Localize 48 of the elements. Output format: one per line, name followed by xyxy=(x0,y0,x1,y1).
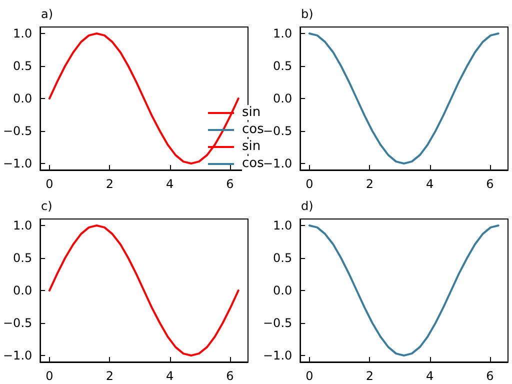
legend-label: cos xyxy=(242,122,264,137)
x-tick-label: 6 xyxy=(226,177,234,191)
y-tick-label: 0.0 xyxy=(13,284,32,298)
chart-title: d) xyxy=(301,199,314,213)
y-tick-label: −0.5 xyxy=(263,316,292,330)
x-tick-label: 0 xyxy=(46,177,54,191)
line-series xyxy=(308,32,500,164)
line-series xyxy=(48,32,240,164)
y-tick-label: 0.5 xyxy=(273,251,292,265)
x-tick-label: 4 xyxy=(166,177,174,191)
x-tick-label: 0 xyxy=(306,177,314,191)
x-tick-label: 2 xyxy=(366,177,374,191)
x-tick-label: 2 xyxy=(106,177,114,191)
x-tick-label: 4 xyxy=(166,369,174,383)
y-tick-label: 1.0 xyxy=(273,26,292,40)
y-tick-label: 0.0 xyxy=(273,92,292,106)
y-tick-label: 0.5 xyxy=(13,251,32,265)
chart-title: a) xyxy=(41,7,54,21)
x-tick-label: 0 xyxy=(306,369,314,383)
x-tick-label: 0 xyxy=(46,369,54,383)
y-tick-label: −0.5 xyxy=(3,124,32,138)
y-tick-label: −1.0 xyxy=(3,156,32,170)
y-tick-label: −1.0 xyxy=(3,348,32,362)
x-tick-label: 6 xyxy=(486,369,494,383)
text: sin xyxy=(242,139,261,154)
legend-label: sin xyxy=(242,105,261,120)
text: cos xyxy=(242,156,264,171)
y-tick-label: 1.0 xyxy=(13,218,32,232)
y-tick-label: 0.0 xyxy=(13,92,32,106)
x-tick-label: 6 xyxy=(486,177,494,191)
x-tick-label: 4 xyxy=(426,177,434,191)
chart-title: c) xyxy=(41,199,52,213)
y-tick-label: 1.0 xyxy=(13,26,32,40)
y-tick-label: 0.0 xyxy=(273,284,292,298)
y-tick-label: −1.0 xyxy=(263,348,292,362)
x-tick-label: 2 xyxy=(106,369,114,383)
line-series xyxy=(48,224,240,356)
line-series xyxy=(308,224,500,356)
x-tick-label: 2 xyxy=(366,369,374,383)
chart-title: b) xyxy=(301,7,314,21)
y-tick-label: 0.5 xyxy=(13,59,32,73)
y-tick-label: −0.5 xyxy=(263,124,292,138)
x-tick-label: 6 xyxy=(226,369,234,383)
y-tick-label: 1.0 xyxy=(273,218,292,232)
x-tick-label: 4 xyxy=(426,369,434,383)
y-tick-label: −1.0 xyxy=(263,156,292,170)
y-tick-label: −0.5 xyxy=(3,316,32,330)
y-tick-label: 0.5 xyxy=(273,59,292,73)
